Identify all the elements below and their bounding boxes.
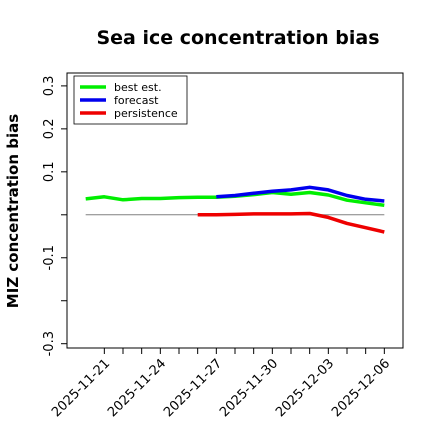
legend-label: best est. <box>114 81 162 94</box>
x-tick-label: 2025-12-06 <box>329 356 393 420</box>
x-tick-label: 2025-11-24 <box>105 356 169 420</box>
x-tick-label: 2025-12-03 <box>273 356 337 420</box>
x-tick-label: 2025-11-27 <box>161 356 225 420</box>
y-tick-label: 0.1 <box>42 161 57 182</box>
x-tick-label: 2025-11-21 <box>49 356 113 420</box>
y-tick-label: 0.2 <box>42 119 57 140</box>
y-tick-label: 0.3 <box>42 76 57 97</box>
x-tick-label: 2025-11-30 <box>217 356 281 420</box>
y-ticks: -0.3 -0.1 0.1 0.2 0.3 <box>42 76 67 356</box>
chart-title: Sea ice concentration bias <box>96 27 379 49</box>
legend-label: forecast <box>114 94 159 107</box>
y-tick-label: -0.3 <box>42 331 57 356</box>
legend-label: persistence <box>114 107 178 120</box>
x-ticks: 2025-11-212025-11-242025-11-272025-11-30… <box>49 348 393 420</box>
y-tick-label: -0.1 <box>42 245 57 270</box>
y-axis-label: MIZ concentration bias <box>4 114 22 308</box>
series-layer <box>85 185 385 234</box>
series-line-forecast <box>216 185 385 203</box>
series-line-persistence <box>197 211 385 234</box>
